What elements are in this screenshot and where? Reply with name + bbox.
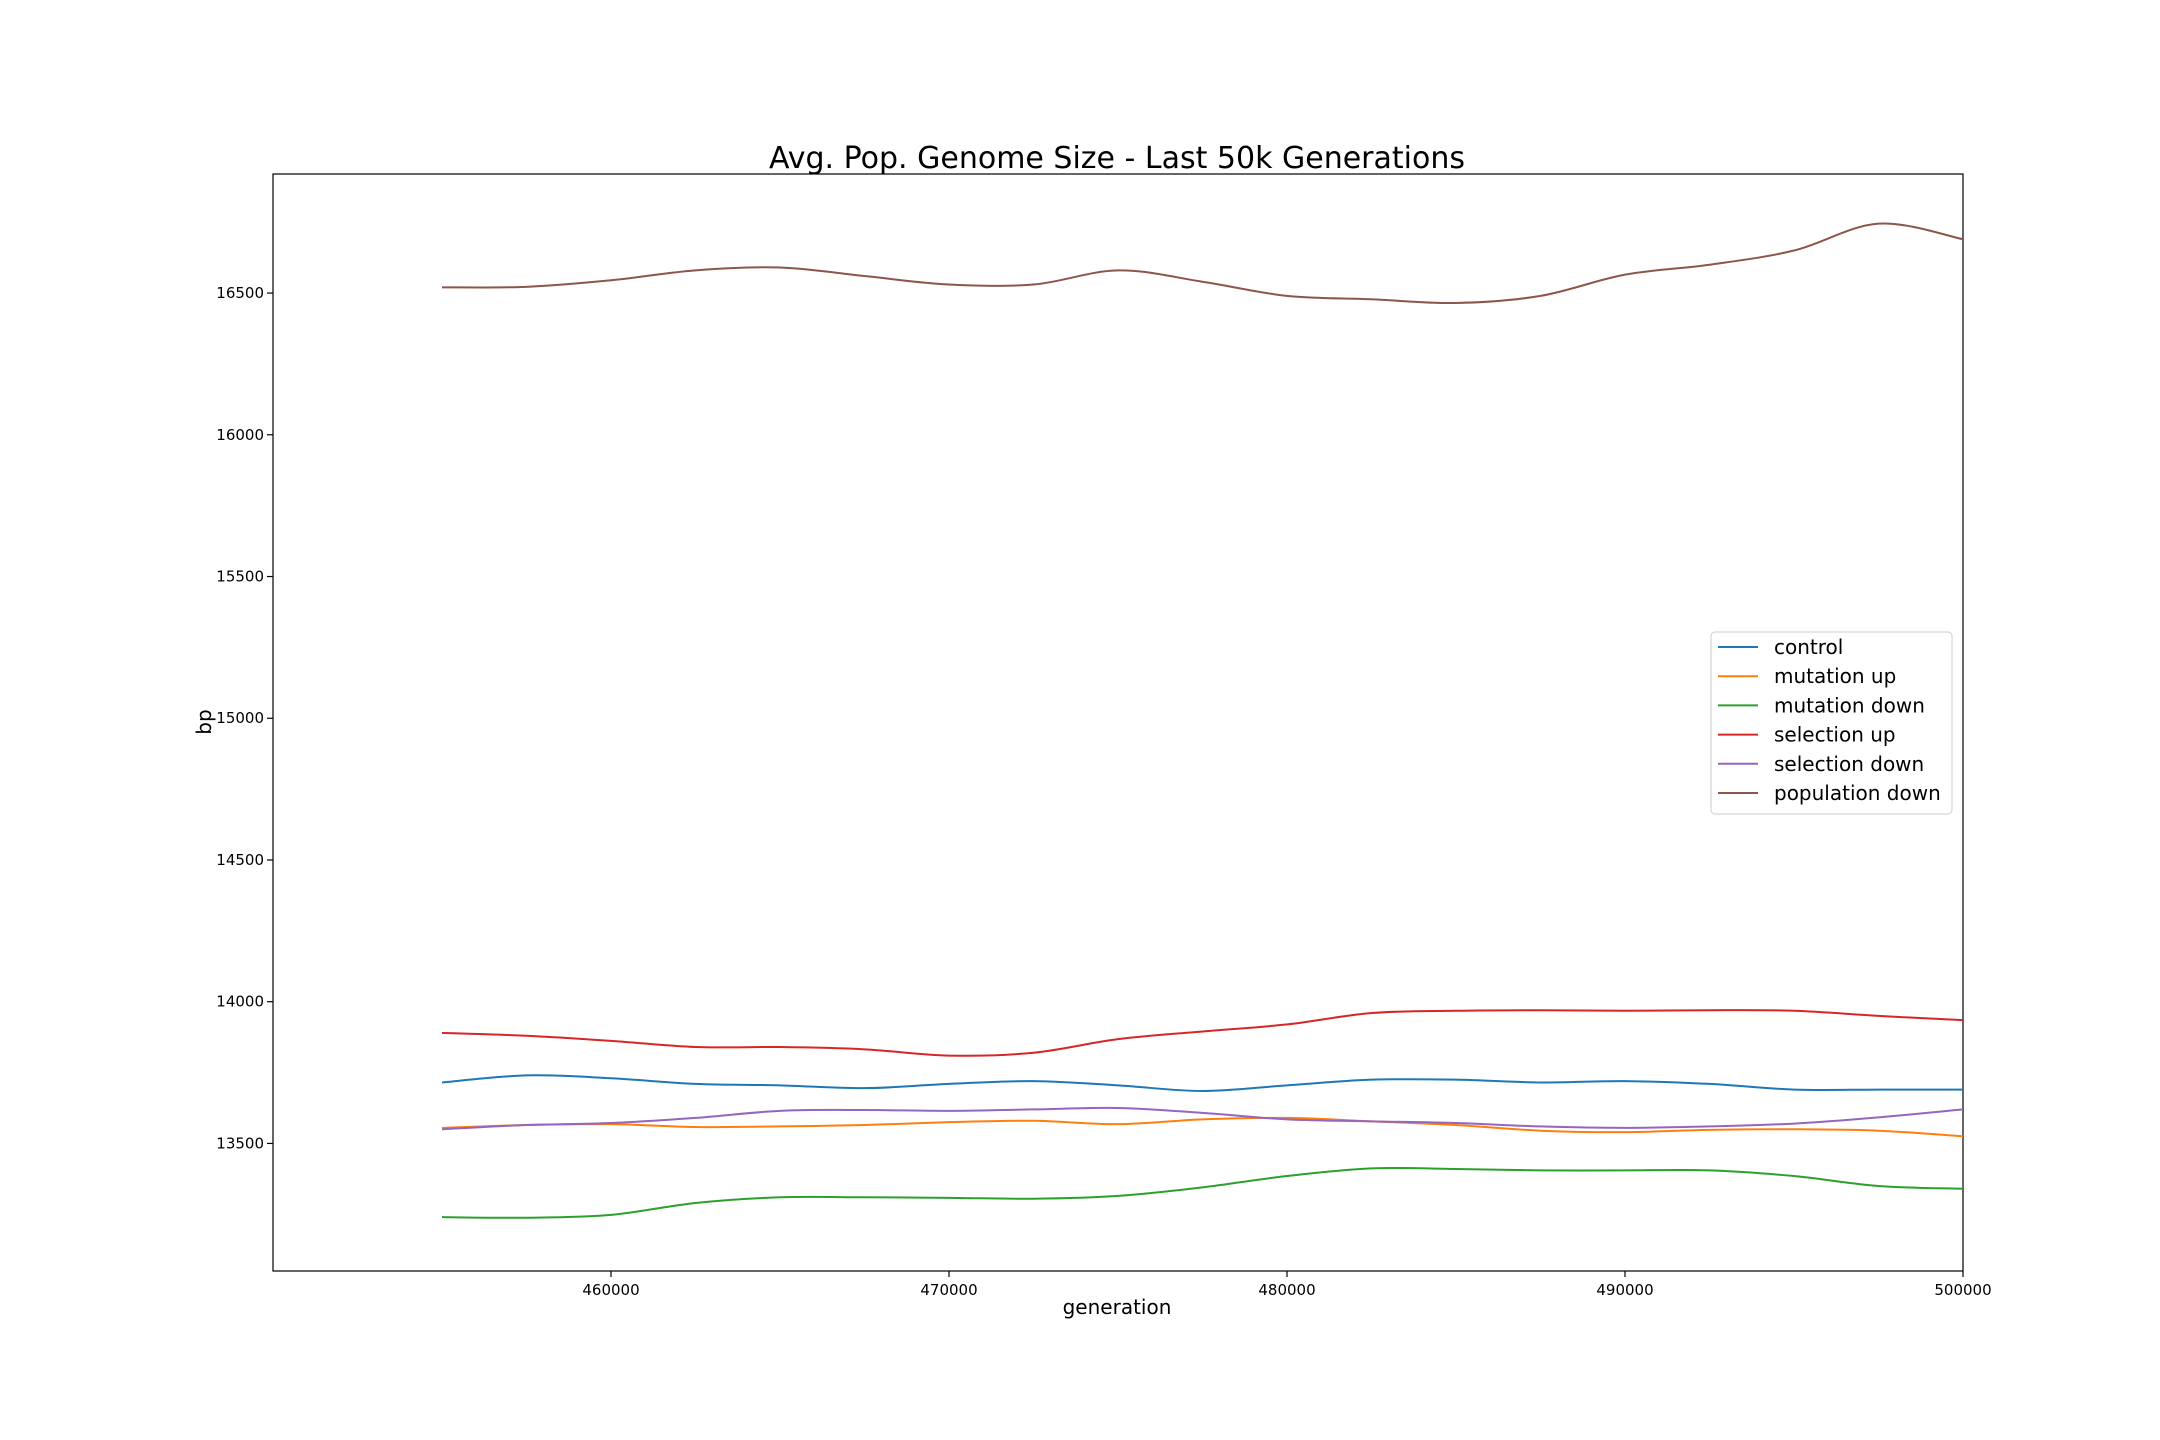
series-line-control xyxy=(441,1074,1963,1093)
series-line-mutation-down xyxy=(441,1166,1964,1219)
legend-box xyxy=(1710,631,1953,815)
chart-title: Avg. Pop. Genome Size - Last 50k Generat… xyxy=(769,141,1465,176)
x-axis-label: generation xyxy=(1063,1295,1172,1319)
legend-label: selection up xyxy=(1774,723,1896,747)
x-tick-label: 500000 xyxy=(1934,1281,1991,1299)
x-tick-label: 490000 xyxy=(1596,1281,1653,1299)
y-tick-label: 15000 xyxy=(216,709,264,727)
y-tick-label: 13500 xyxy=(216,1134,264,1152)
y-ticks: 13500 14000 14500 15000 15500 16000 16500 xyxy=(216,284,273,1152)
legend-label: selection down xyxy=(1774,752,1924,776)
series-line-selection-down xyxy=(441,1106,1964,1131)
x-ticks: 460000 470000 480000 490000 500000 xyxy=(582,1271,1992,1299)
series-line-mutation-up xyxy=(441,1116,1964,1138)
series-line-selection-up xyxy=(441,1009,1964,1057)
y-axis-label: bp xyxy=(192,709,216,734)
legend-label: population down xyxy=(1774,781,1941,805)
series-line-population-down xyxy=(441,222,1964,305)
legend: control mutation up mutation down selection… xyxy=(1710,631,1953,815)
x-tick-label: 480000 xyxy=(1258,1281,1315,1299)
y-tick-label: 16000 xyxy=(216,426,264,444)
legend-label: mutation down xyxy=(1774,693,1925,717)
x-tick-label: 460000 xyxy=(582,1281,639,1299)
legend-label: control xyxy=(1774,635,1843,659)
y-tick-label: 15500 xyxy=(216,568,264,586)
legend-label: mutation up xyxy=(1774,664,1896,688)
x-tick-label: 470000 xyxy=(920,1281,977,1299)
y-tick-label: 14000 xyxy=(216,993,264,1011)
y-tick-label: 16500 xyxy=(216,284,264,302)
series-layer xyxy=(441,222,1964,1219)
plot-area xyxy=(272,173,1964,1272)
y-tick-label: 14500 xyxy=(216,851,264,869)
